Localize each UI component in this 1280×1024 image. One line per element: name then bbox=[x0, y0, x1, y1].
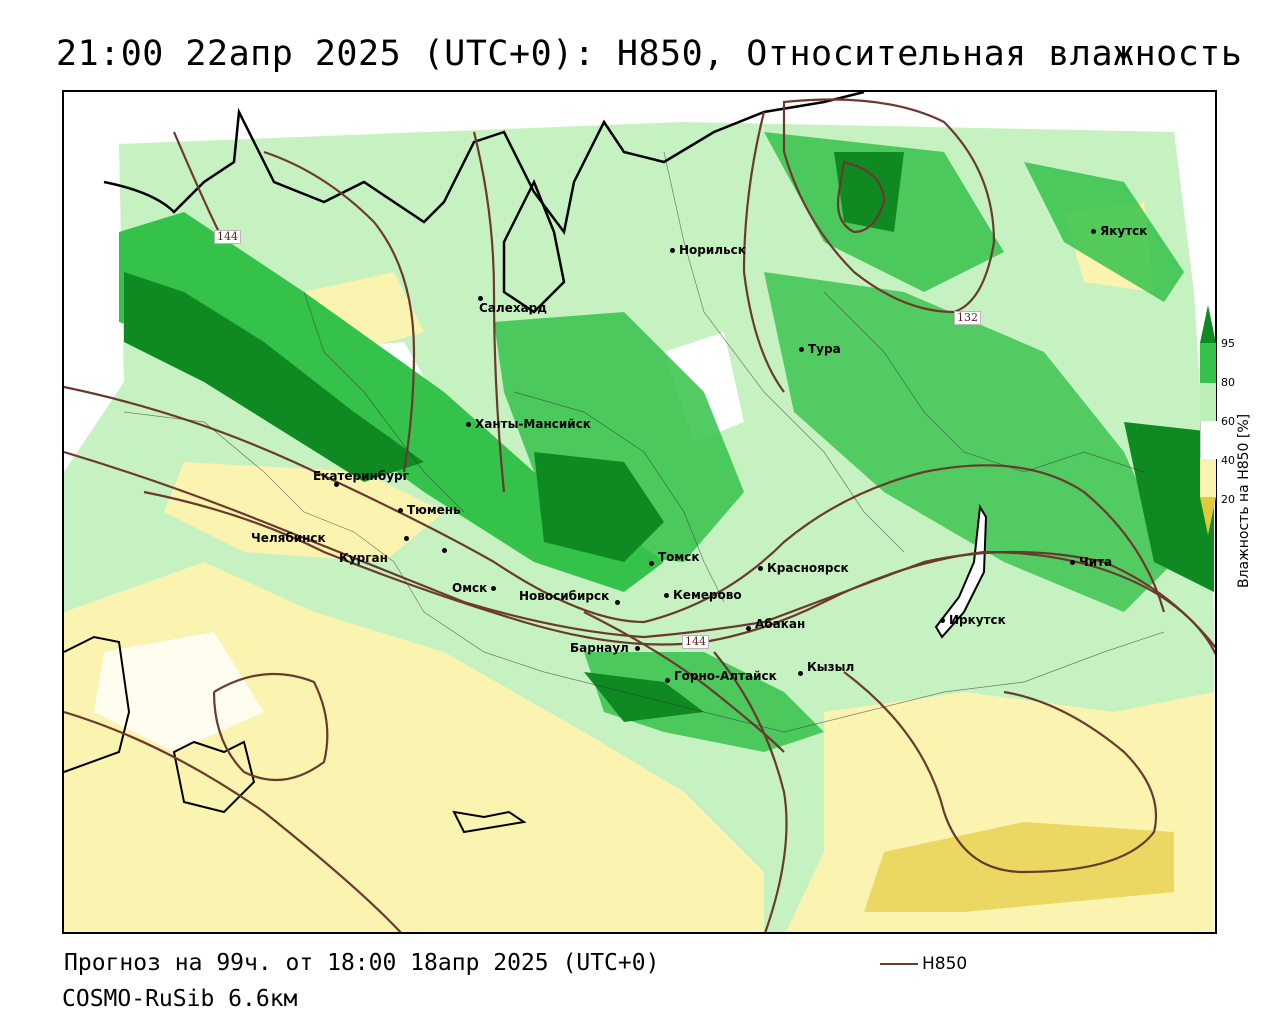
colorbar-seg-60 bbox=[1200, 383, 1216, 421]
white-patch-3 bbox=[94, 632, 264, 752]
city-gorno-altaysk[interactable]: Горно-Алтайск bbox=[665, 670, 777, 686]
city-abakan[interactable]: Абакан bbox=[746, 618, 805, 634]
lake-baikal bbox=[934, 503, 988, 639]
dry-zone-west bbox=[64, 562, 764, 932]
map-title: 21:00 22апр 2025 (UTC+0): H850, Относите… bbox=[56, 34, 1243, 74]
contour-label-144-south: 144 bbox=[682, 635, 709, 649]
colorbar-tick-80: 80 bbox=[1221, 376, 1235, 389]
contour-label-132: 132 bbox=[954, 311, 981, 325]
wet-core-3 bbox=[834, 152, 904, 232]
moist-band-ne bbox=[1024, 162, 1184, 302]
admin-boundaries bbox=[123, 151, 1165, 733]
city-barnaul[interactable]: Барнаул bbox=[570, 642, 644, 654]
city-tyumen[interactable]: Тюмень bbox=[398, 504, 461, 516]
city-novosibirsk[interactable]: Новосибирск bbox=[519, 590, 624, 605]
city-omsk[interactable]: Омск bbox=[452, 582, 500, 594]
white-patch-2 bbox=[664, 332, 744, 442]
colorbar-seg-low bbox=[1200, 497, 1216, 535]
wet-core-4 bbox=[1124, 422, 1214, 592]
h850-contours bbox=[64, 98, 1215, 932]
city-chita[interactable]: Чита bbox=[1070, 556, 1112, 568]
city-khanty-mansiysk[interactable]: Ханты-Мансийск bbox=[466, 418, 591, 430]
city-salekhard[interactable]: Салехард bbox=[478, 292, 555, 314]
humidity-colorbar bbox=[1200, 305, 1217, 535]
coastline bbox=[103, 92, 865, 235]
colorbar-seg-95 bbox=[1200, 305, 1216, 343]
colorbar-seg-80 bbox=[1200, 343, 1216, 383]
city-krasnoyarsk[interactable]: Красноярск bbox=[758, 562, 849, 574]
h850-legend-label: H850 bbox=[922, 954, 968, 974]
city-norilsk[interactable]: Норильск bbox=[670, 244, 746, 256]
city-irkutsk[interactable]: Иркутск bbox=[940, 614, 1006, 626]
city-tura[interactable]: Тура bbox=[799, 343, 841, 355]
map-canvas bbox=[64, 92, 1215, 932]
city-chelyabinsk[interactable]: Челябинск bbox=[251, 532, 413, 544]
model-info: COSMO-RuSib 6.6км bbox=[62, 986, 298, 1012]
city-kyzyl[interactable]: Кызыл bbox=[798, 661, 854, 679]
colorbar-tick-40: 40 bbox=[1221, 454, 1235, 467]
colorbar-title: Влажность на H850 [%] bbox=[1236, 413, 1252, 588]
forecast-map[interactable]: Норильск Салехард Тура Якутск Ханты-Манс… bbox=[62, 90, 1217, 934]
colorbar-seg-20 bbox=[1200, 459, 1216, 497]
dry-zone-mongolia-dark bbox=[864, 822, 1174, 912]
city-yekaterinburg[interactable]: Екатеринбург bbox=[313, 470, 439, 490]
colorbar-tick-95: 95 bbox=[1221, 337, 1235, 350]
city-kurgan[interactable]: Курган bbox=[339, 544, 447, 564]
h850-legend-line bbox=[880, 963, 918, 965]
moist-band-ural bbox=[119, 212, 664, 592]
aral-sea bbox=[172, 740, 256, 814]
contour-label-144-north: 144 bbox=[214, 230, 241, 244]
dry-zone-north bbox=[304, 272, 424, 352]
wet-core-1 bbox=[124, 272, 424, 482]
colorbar-tick-60: 60 bbox=[1221, 415, 1235, 428]
yamal-coast bbox=[502, 178, 566, 314]
city-yakutsk[interactable]: Якутск bbox=[1091, 225, 1147, 237]
city-kemerovo[interactable]: Кемерово bbox=[664, 589, 742, 601]
forecast-info: Прогноз на 99ч. от 18:00 18апр 2025 (UTC… bbox=[64, 950, 660, 976]
colorbar-seg-40 bbox=[1200, 421, 1217, 459]
balkhash-lake bbox=[452, 810, 527, 834]
moist-band-east bbox=[764, 272, 1174, 612]
caspian-coast bbox=[64, 635, 131, 773]
colorbar-tick-20: 20 bbox=[1221, 493, 1235, 506]
wet-core-2 bbox=[534, 452, 664, 562]
city-tomsk[interactable]: Томск bbox=[649, 551, 700, 569]
